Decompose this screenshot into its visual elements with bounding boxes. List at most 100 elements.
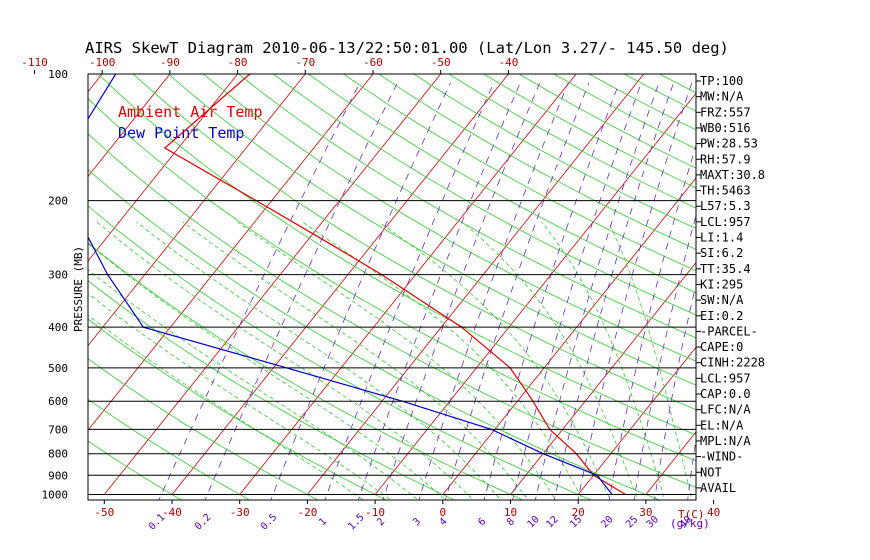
mixing-ratio-line	[324, 82, 495, 500]
pressure-label: 100	[48, 68, 68, 81]
dry-adiabat	[659, 74, 696, 94]
isotherm-line	[374, 92, 696, 495]
moist-adiabat	[608, 221, 693, 500]
bottom-tick-label: 40	[707, 506, 720, 519]
moist-adiabat	[88, 243, 447, 500]
mixing-ratio-line	[158, 82, 361, 500]
bottom-tick-label: -50	[94, 506, 114, 519]
top-tick-label: -110	[21, 56, 48, 69]
moist-adiabat	[302, 221, 584, 500]
dry-adiabat	[238, 74, 696, 339]
dry-adiabat	[168, 74, 696, 386]
isotherm-line	[88, 74, 306, 347]
mixing-ratio-label: 4	[438, 516, 450, 528]
isotherm-line	[645, 431, 696, 495]
moist-adiabat	[88, 314, 364, 500]
mixing-ratio-line	[357, 82, 521, 500]
y-axis-label: PRESSURE (MB)	[72, 246, 85, 332]
mixing-ratio-label: 1.5	[346, 512, 367, 533]
dry-adiabat	[378, 74, 696, 250]
stat-th-5463: TH:5463	[700, 184, 751, 198]
pressure-label: 600	[48, 395, 68, 408]
stat-mpl-n-a: MPL:N/A	[700, 434, 751, 448]
mixing-ratio-unit-label: (g/kg)	[670, 517, 710, 530]
mixing-ratio-line	[687, 437, 696, 500]
dry-adiabat	[88, 133, 696, 488]
pressure-label: 1000	[42, 489, 69, 502]
legend-ambient-air-temp: Ambient Air Temp	[118, 103, 263, 121]
stat-sw-n-a: SW:N/A	[700, 293, 744, 307]
mixing-ratio-line	[418, 82, 569, 500]
isotherm-line	[88, 74, 238, 262]
dry-adiabat	[413, 74, 696, 229]
mixing-ratio-line	[512, 82, 642, 500]
stat-mw-n-a: MW:N/A	[700, 90, 744, 104]
isotherm-line	[103, 74, 442, 495]
stat-maxt-30-8: MAXT:30.8	[700, 168, 765, 182]
isotherm-line	[781, 74, 870, 495]
bottom-tick-label: 30	[639, 506, 652, 519]
ambient-air-temp-line	[163, 74, 626, 496]
dew-point-temp-line	[88, 74, 613, 495]
mixing-ratio-line	[270, 82, 451, 500]
stat-lfc-n-a: LFC:N/A	[700, 403, 751, 417]
mixing-ratio-line	[382, 82, 541, 500]
stat-parcel: -PARCEL-	[700, 324, 758, 338]
moist-adiabat	[462, 221, 638, 500]
moist-adiabat	[378, 221, 611, 500]
stat-l57-5-3: L57:5.3	[700, 199, 751, 213]
stat-wb0-516: WB0:516	[700, 121, 751, 135]
dry-adiabat	[308, 74, 696, 294]
stat-li-1-4: LI:1.4	[700, 231, 743, 245]
stat-lcl-957: LCL:957	[700, 371, 751, 385]
bottom-tick-label: -10	[365, 506, 385, 519]
mixing-ratio-line	[553, 82, 674, 500]
mixing-ratio-line	[444, 82, 590, 500]
dry-adiabat	[800, 74, 870, 503]
bottom-tick-label: 10	[504, 506, 517, 519]
chart-title: AIRS SkewT Diagram 2010-06-13/22:50:01.0…	[85, 39, 729, 57]
dry-adiabat	[88, 358, 319, 500]
mixing-ratio-label: 25	[624, 514, 640, 530]
top-tick-label: -50	[431, 56, 451, 69]
stat-not: NOT	[700, 465, 722, 479]
mixing-ratio-line	[534, 82, 660, 500]
stat-ki-295: KI:295	[700, 277, 743, 291]
stat-frz-557: FRZ:557	[700, 105, 751, 119]
mixing-ratio-line	[654, 283, 696, 500]
dry-adiabat	[88, 280, 456, 500]
isotherm-line	[88, 74, 374, 431]
mixing-ratio-label: 12	[544, 514, 560, 530]
pressure-label: 800	[48, 448, 68, 461]
mixing-ratio-line	[204, 82, 398, 500]
dry-adiabat	[88, 169, 661, 500]
dry-adiabat	[765, 74, 870, 503]
isotherm-line	[307, 74, 645, 495]
isotherm-line	[510, 261, 696, 495]
isotherm-line	[88, 74, 171, 178]
top-tick-label: -100	[89, 56, 116, 69]
mixing-ratio-line	[633, 214, 696, 500]
stat-rh-57-9: RH:57.9	[700, 152, 751, 166]
stat-tt-35-4: TT:35.4	[700, 262, 751, 276]
bottom-tick-label: -30	[230, 506, 250, 519]
stat-si-6-2: SI:6.2	[700, 246, 743, 260]
dry-adiabat	[88, 205, 592, 500]
bottom-tick-label: -20	[297, 506, 317, 519]
stat-wind: -WIND-	[700, 450, 743, 464]
mixing-ratio-label: 20	[599, 514, 615, 530]
dry-adiabat	[97, 74, 696, 436]
isotherm-line	[577, 346, 696, 495]
pressure-label: 300	[48, 269, 68, 282]
mixing-ratio-label: 6	[476, 516, 488, 528]
mixing-ratio-line	[608, 144, 696, 500]
bottom-tick-label: 20	[572, 506, 585, 519]
stat-cap-0-0: CAP:0.0	[700, 387, 751, 401]
moist-adiabat	[96, 221, 474, 500]
top-tick-label: -90	[160, 56, 180, 69]
moist-adiabat	[237, 221, 556, 500]
pressure-label: 700	[48, 423, 68, 436]
dry-adiabat	[343, 74, 696, 272]
